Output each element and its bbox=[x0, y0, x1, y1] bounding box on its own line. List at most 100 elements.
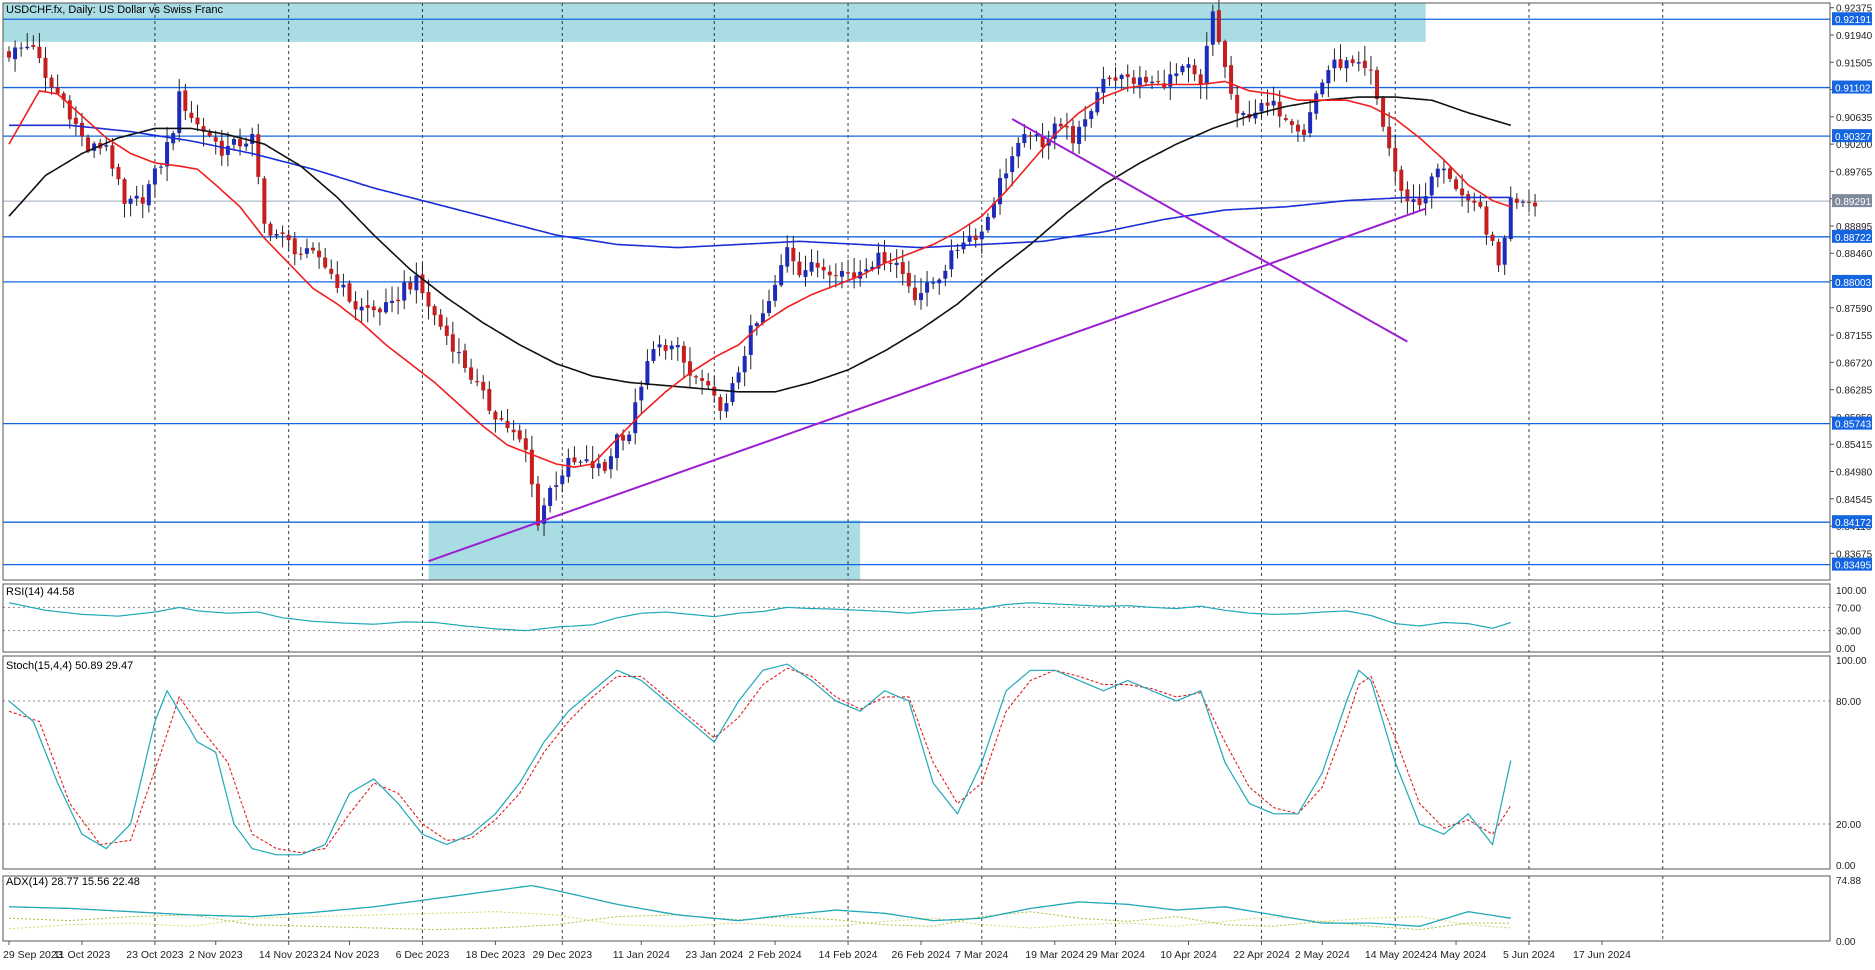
candle-body-153 bbox=[937, 279, 942, 284]
y-tick-label-14: 0.86285 bbox=[1836, 386, 1873, 397]
candle-body-248 bbox=[1514, 198, 1519, 203]
candle-body-53 bbox=[329, 268, 334, 274]
current-price-label: 0.89291 bbox=[1835, 197, 1872, 208]
level-label-3: 0.88722 bbox=[1835, 233, 1872, 244]
y-tick-label-16: 0.85415 bbox=[1836, 440, 1873, 451]
candle-body-106 bbox=[651, 349, 656, 361]
candle-body-17 bbox=[110, 145, 115, 169]
y-tick-label-20: 0.83675 bbox=[1836, 549, 1873, 560]
level-lines-layer bbox=[3, 18, 1830, 566]
level-label-1-box bbox=[1832, 80, 1872, 94]
stoch-main-line bbox=[8, 663, 1512, 856]
candle-body-54 bbox=[335, 274, 340, 288]
trendlines-layer bbox=[428, 118, 1426, 563]
candle-body-163 bbox=[998, 177, 1003, 205]
candle-body-129 bbox=[791, 247, 796, 262]
rsi-tick-0: 100.00 bbox=[1836, 586, 1867, 597]
candle-body-56 bbox=[347, 283, 352, 302]
x-tick-label-19: 2 May 2024 bbox=[1295, 949, 1350, 961]
candle-body-16 bbox=[104, 145, 109, 147]
candle-body-167 bbox=[1022, 133, 1027, 144]
candle-body-126 bbox=[773, 284, 778, 301]
candle-body-231 bbox=[1411, 199, 1416, 203]
trendline-1 bbox=[1011, 118, 1408, 343]
candle-body-229 bbox=[1399, 169, 1404, 191]
candle-body-137 bbox=[839, 270, 844, 277]
candle-body-113 bbox=[694, 376, 699, 378]
candle-body-67 bbox=[414, 275, 419, 291]
candle-body-83 bbox=[511, 429, 516, 433]
ma-fast-line bbox=[8, 80, 1512, 468]
candle-body-60 bbox=[371, 306, 376, 311]
panel-frame-3 bbox=[2, 875, 1831, 942]
candle-body-50 bbox=[311, 247, 315, 251]
candle-body-19 bbox=[122, 179, 127, 204]
candle-body-146 bbox=[894, 262, 899, 266]
candle-body-4 bbox=[31, 45, 36, 47]
candle-body-176 bbox=[1077, 126, 1082, 144]
candle-body-75 bbox=[463, 350, 467, 369]
candle-body-37 bbox=[231, 139, 236, 145]
candle-body-243 bbox=[1484, 206, 1489, 235]
candle-body-109 bbox=[669, 345, 674, 350]
candle-body-77 bbox=[475, 381, 480, 383]
candle-body-135 bbox=[827, 271, 832, 276]
candle-body-122 bbox=[748, 325, 753, 355]
candle-body-190 bbox=[1162, 83, 1167, 88]
candle-body-7 bbox=[49, 77, 54, 88]
candle-body-69 bbox=[426, 292, 431, 307]
candle-body-1 bbox=[13, 47, 18, 60]
stoch-label: Stoch(15,4,4) 50.89 29.47 bbox=[6, 660, 133, 672]
candle-body-44 bbox=[274, 234, 279, 236]
rsi-tick-2: 30.00 bbox=[1836, 627, 1861, 638]
x-tick-label-23: 17 Jun 2024 bbox=[1573, 949, 1631, 961]
candle-body-155 bbox=[949, 250, 954, 270]
candle-body-183 bbox=[1119, 74, 1124, 80]
candle-body-11 bbox=[73, 117, 78, 125]
current-price-label-box bbox=[1832, 194, 1872, 208]
candle-body-179 bbox=[1095, 92, 1100, 113]
candle-body-148 bbox=[906, 272, 911, 287]
adx-tick-0: 74.88 bbox=[1836, 876, 1861, 887]
rsi-label: RSI(14) 44.58 bbox=[6, 586, 74, 598]
y-tick-label-1: 0.91940 bbox=[1836, 31, 1873, 42]
candle-body-63 bbox=[390, 300, 395, 303]
candle-body-145 bbox=[888, 262, 893, 265]
candle-body-216 bbox=[1320, 82, 1325, 95]
candle-body-104 bbox=[639, 386, 644, 401]
y-tick-label-12: 0.87155 bbox=[1836, 331, 1873, 342]
candle-body-189 bbox=[1156, 81, 1161, 83]
candle-body-92 bbox=[566, 457, 571, 477]
candle-body-162 bbox=[991, 203, 996, 218]
candle-body-249 bbox=[1520, 201, 1525, 203]
candle-body-68 bbox=[420, 274, 425, 294]
y-tick-label-5: 0.90200 bbox=[1836, 140, 1873, 151]
candle-body-205 bbox=[1253, 112, 1258, 119]
ma-mid-line bbox=[8, 96, 1512, 393]
candle-body-185 bbox=[1131, 77, 1136, 84]
candle-body-172 bbox=[1052, 123, 1057, 139]
y-tick-label-2: 0.91505 bbox=[1836, 58, 1873, 69]
candle-body-242 bbox=[1478, 202, 1483, 207]
candle-body-24 bbox=[152, 168, 157, 185]
chart-title: USDCHF.fx, Daily: US Dollar vs Swiss Fra… bbox=[6, 4, 223, 16]
candle-body-25 bbox=[159, 166, 163, 168]
y-tick-label-9: 0.88460 bbox=[1836, 249, 1873, 260]
x-tick-label-5: 24 Nov 2023 bbox=[320, 949, 380, 961]
ma-slow-line bbox=[9, 124, 1511, 249]
candle-body-244 bbox=[1490, 234, 1495, 241]
candle-body-22 bbox=[140, 197, 145, 204]
candle-body-71 bbox=[438, 314, 443, 327]
level-label-4: 0.88003 bbox=[1835, 278, 1872, 289]
zone-1 bbox=[428, 520, 861, 580]
x-tick-label-14: 7 Mar 2024 bbox=[955, 949, 1008, 961]
candle-body-51 bbox=[317, 250, 322, 258]
candle-body-23 bbox=[146, 184, 151, 206]
candle-body-208 bbox=[1271, 100, 1276, 106]
candle-body-160 bbox=[979, 231, 984, 240]
level-label-5: 0.85743 bbox=[1835, 420, 1872, 431]
candle-body-21 bbox=[134, 195, 139, 199]
candle-body-14 bbox=[92, 143, 97, 151]
candle-body-191 bbox=[1168, 74, 1173, 87]
